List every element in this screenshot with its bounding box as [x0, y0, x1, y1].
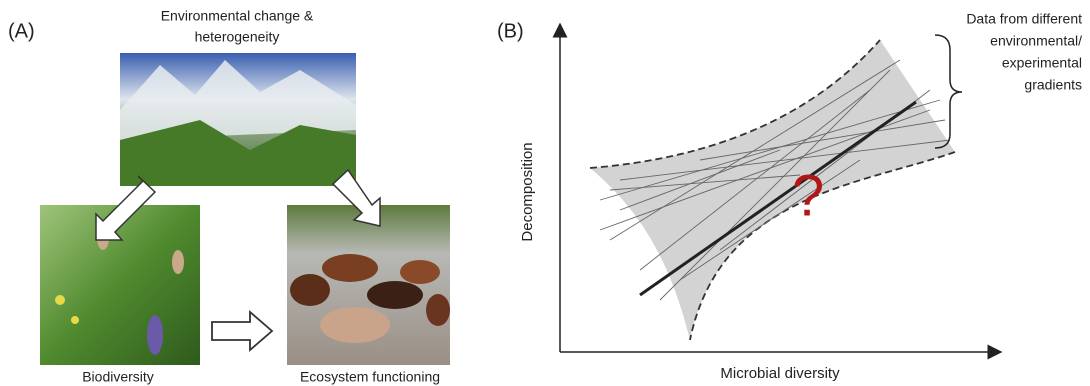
panel-b: (B) ? Data from different environmental/…: [497, 11, 1082, 382]
arrow: [212, 312, 272, 350]
left-label: Biodiversity: [82, 369, 154, 385]
right-label: Ecosystem functioning: [300, 369, 440, 385]
annotation: Data from different: [966, 11, 1082, 27]
y-axis-label: Decomposition: [519, 142, 536, 241]
annotation: experimental: [1002, 55, 1082, 71]
meadow-photo: [40, 205, 200, 365]
question-mark: ?: [792, 163, 824, 228]
cattle-photo: [287, 205, 450, 365]
annotation: gradients: [1024, 77, 1082, 93]
annotation: environmental/: [990, 33, 1082, 49]
x-axis-label: Microbial diversity: [720, 365, 840, 382]
panel-label: (A): [8, 20, 35, 42]
top-label: heterogeneity: [195, 29, 280, 45]
range-area: [590, 40, 955, 340]
panel-a: (A) Environmental change & heterogeneity: [8, 8, 450, 385]
mountain-photo: [120, 53, 356, 186]
figure: (A) Environmental change & heterogeneity: [0, 0, 1090, 386]
top-label: Environmental change &: [161, 8, 314, 24]
panel-label: (B): [497, 20, 524, 42]
